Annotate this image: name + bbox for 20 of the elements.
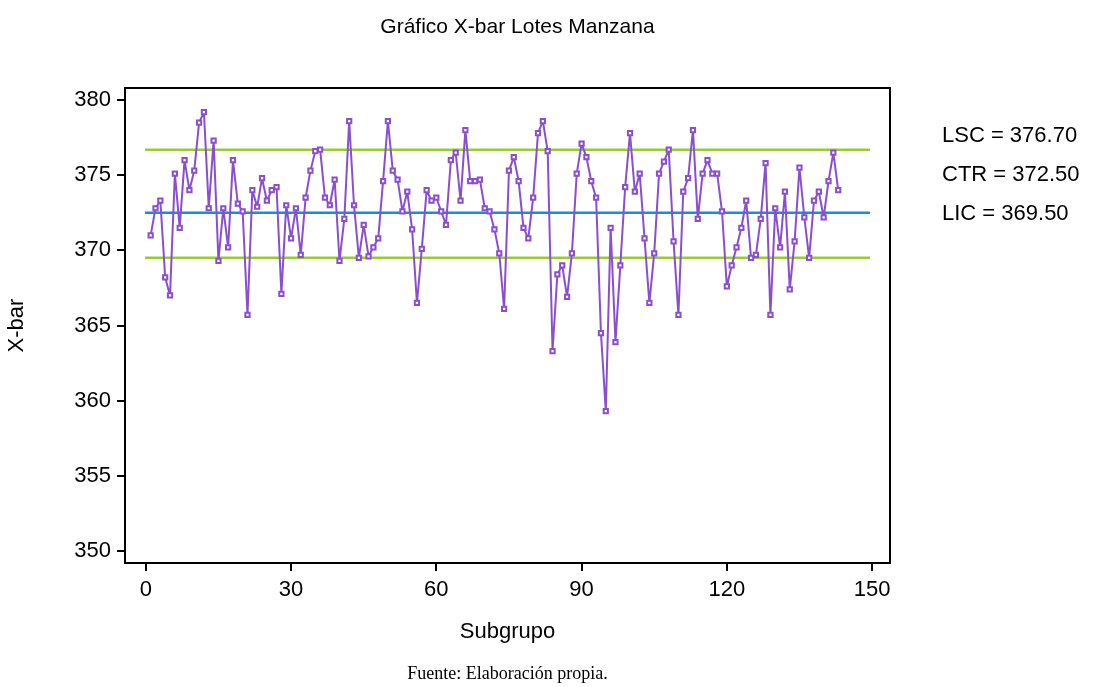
x-tick-label: 120 [708,576,746,602]
text: CTR = 372.50 [942,161,1080,187]
y-tick-label: 365 [74,311,111,337]
y-tick-label: 350 [74,537,111,563]
y-tick-label: 355 [74,461,111,487]
x-tick-label: 60 [424,576,449,602]
y-axis-title: X-bar [3,298,29,353]
y-tick-label: 375 [74,161,111,187]
y-tick-label: 370 [74,236,111,262]
x-tick-label: 90 [569,576,594,602]
x-tick-label: 0 [139,576,152,602]
y-tick-label: 360 [74,386,111,412]
x-axis-title: Subgrupo [459,617,556,643]
source-note: Fuente: Elaboración propia. [407,662,608,683]
x-tick-label: 150 [853,576,891,602]
text: LIC = 369.50 [942,200,1069,226]
text: LSC = 376.70 [942,122,1078,148]
y-tick-label: 380 [74,86,111,112]
x-tick-label: 30 [278,576,304,602]
chart-title: Gráfico X-bar Lotes Manzana [380,13,655,37]
